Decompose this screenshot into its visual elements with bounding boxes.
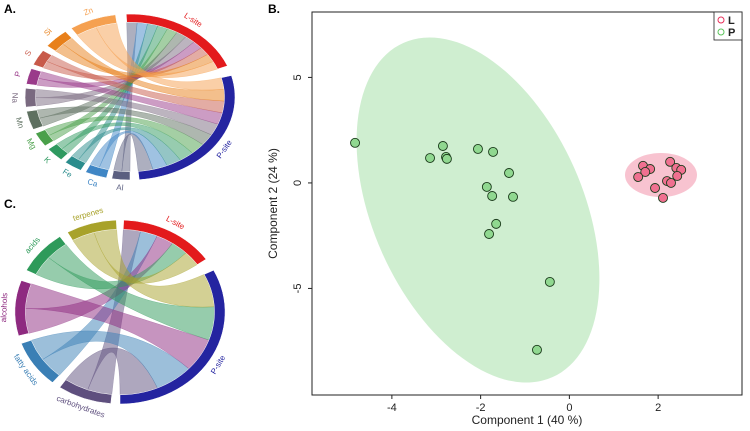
sector [126, 13, 228, 70]
panel-label: A. [4, 2, 16, 16]
sector-label: Al [116, 183, 124, 193]
legend-label: L [728, 15, 735, 27]
point [437, 141, 448, 151]
point [532, 344, 542, 355]
sector [26, 236, 67, 275]
sector-label: K [42, 155, 53, 166]
panel-label: B. [268, 2, 280, 16]
sector-label: Zn [82, 6, 94, 18]
sector [46, 31, 73, 52]
point [672, 171, 683, 181]
y-tick-label: -5 [292, 284, 304, 294]
panel-label: C. [4, 197, 16, 211]
point [633, 172, 644, 182]
y-axis-label: Component 2 (24 %) [266, 148, 280, 259]
point [473, 144, 483, 154]
sector [47, 143, 69, 160]
sector-label: alcohols [0, 293, 9, 323]
point [441, 153, 452, 164]
sector [32, 50, 53, 69]
point [650, 183, 660, 193]
legend-symbol [717, 16, 725, 24]
sector [123, 219, 207, 265]
point [504, 168, 514, 178]
point [544, 276, 555, 287]
sector [24, 88, 37, 108]
point [481, 181, 492, 192]
sector [137, 75, 236, 180]
sector [20, 339, 60, 383]
point [640, 167, 651, 177]
sector [70, 14, 118, 36]
point [665, 156, 676, 167]
legend-box [713, 11, 743, 41]
y-tick-label: 5 [292, 74, 304, 80]
x-tick-label: -2 [476, 402, 486, 414]
sector-label: S [23, 49, 33, 58]
sector [65, 155, 86, 171]
sector [119, 269, 226, 405]
sector-label: Si [42, 26, 54, 38]
point [666, 177, 676, 188]
x-axis-label: Component 1 (40 %) [472, 413, 583, 427]
point [491, 218, 502, 229]
sector [67, 219, 117, 241]
legend-label: P [728, 27, 735, 39]
point [488, 146, 499, 157]
confidence-ellipse [356, 37, 600, 383]
point [487, 191, 498, 201]
sector-label: Ca [86, 177, 99, 189]
sector-label: Na [10, 93, 19, 104]
sector [59, 379, 113, 404]
sector [35, 129, 54, 147]
legend-symbol [717, 28, 725, 36]
point [350, 137, 360, 148]
sector [26, 109, 44, 130]
point [508, 191, 518, 202]
sector [14, 280, 32, 337]
plot-frame [311, 11, 743, 396]
sector [26, 68, 42, 86]
sector [85, 164, 110, 179]
point [425, 153, 435, 163]
y-tick-label: 0 [292, 180, 304, 186]
point [484, 229, 495, 239]
sector-label: P [13, 70, 23, 77]
x-tick-label: 0 [566, 402, 572, 414]
sector [111, 170, 131, 181]
point [658, 192, 668, 203]
sector-label: Mn [14, 116, 26, 129]
x-tick-label: -4 [387, 402, 397, 414]
x-tick-label: 2 [655, 402, 661, 414]
